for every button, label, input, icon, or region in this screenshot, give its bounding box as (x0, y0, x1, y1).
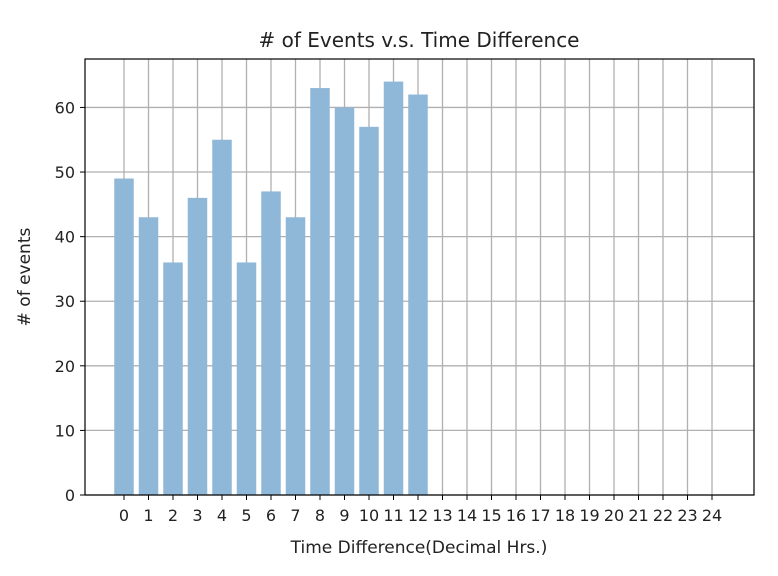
x-tick-label: 5 (241, 506, 251, 525)
x-tick-label: 12 (408, 506, 428, 525)
y-tick-label: 10 (55, 421, 75, 440)
x-tick-label: 2 (168, 506, 178, 525)
bar (408, 94, 428, 495)
x-axis-label: Time Difference(Decimal Hrs.) (290, 538, 548, 558)
x-tick-label: 1 (143, 506, 153, 525)
y-tick-label: 50 (55, 163, 75, 182)
x-tick-label: 9 (339, 506, 349, 525)
bar (138, 217, 159, 496)
x-tick-label: 14 (457, 506, 477, 525)
x-tick-label: 23 (677, 506, 697, 525)
x-tick-label: 15 (481, 506, 501, 525)
bar (114, 178, 134, 496)
bar (236, 262, 257, 495)
x-tick-label: 19 (579, 506, 599, 525)
bar (359, 126, 379, 496)
bar (212, 139, 232, 496)
x-tick-label: 10 (359, 506, 379, 525)
y-tick-label: 30 (55, 292, 75, 311)
bar (261, 191, 281, 496)
x-tick-label: 18 (555, 506, 575, 525)
x-tick-label: 0 (119, 506, 129, 525)
y-tick-label: 0 (65, 486, 75, 505)
x-tick-label: 24 (702, 506, 722, 525)
bar (285, 217, 306, 496)
plot-area-frame (84, 58, 755, 496)
x-axis-ticks: 0 1 2 3 4 5 6 7 8 9 10 11 12 13 14 15 16 17 18 19 20 21 22 23 24 (119, 495, 722, 525)
y-axis-label: # of events (15, 228, 35, 327)
x-tick-label: 21 (628, 506, 648, 525)
bar (383, 81, 404, 495)
bar (163, 262, 183, 495)
x-tick-label: 22 (653, 506, 673, 525)
bar (310, 88, 330, 496)
chart-title: # of Events v.s. Time Difference (258, 28, 579, 52)
x-tick-label: 6 (266, 506, 276, 525)
x-tick-label: 11 (383, 506, 403, 525)
y-tick-label: 60 (55, 98, 75, 117)
x-tick-label: 8 (315, 506, 325, 525)
x-tick-label: 7 (290, 506, 300, 525)
x-tick-label: 17 (530, 506, 550, 525)
x-tick-label: 20 (604, 506, 624, 525)
x-tick-label: 16 (506, 506, 526, 525)
y-axis-ticks: 0 10 20 30 40 50 60 (55, 98, 85, 505)
y-tick-label: 40 (55, 228, 75, 247)
x-tick-label: 13 (432, 506, 452, 525)
bar (187, 197, 208, 495)
bar (334, 107, 355, 495)
y-tick-label: 20 (55, 357, 75, 376)
bars (114, 81, 428, 496)
x-tick-label: 4 (217, 506, 227, 525)
x-tick-label: 3 (192, 506, 202, 525)
